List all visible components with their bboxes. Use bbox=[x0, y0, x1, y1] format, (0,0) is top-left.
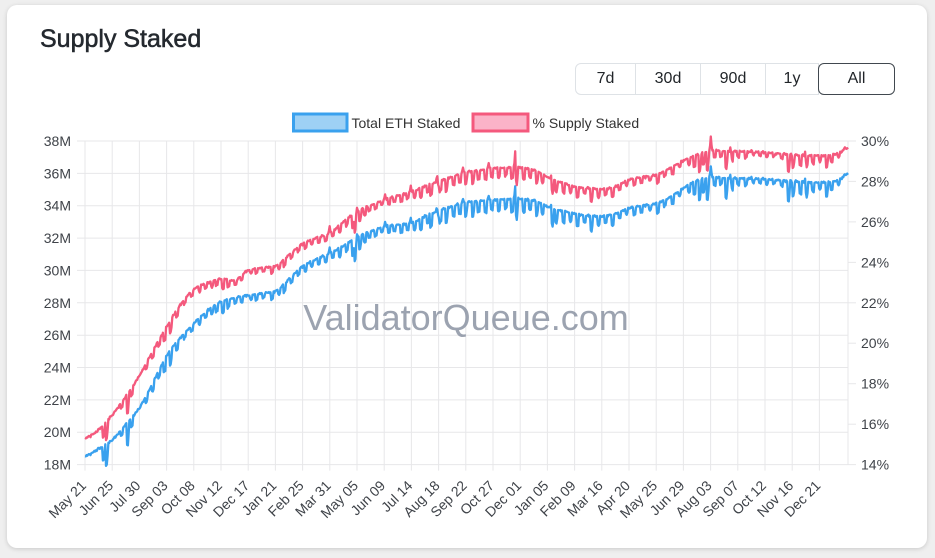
svg-text:28M: 28M bbox=[44, 295, 71, 311]
svg-text:36M: 36M bbox=[44, 165, 71, 181]
svg-text:26M: 26M bbox=[44, 327, 71, 343]
svg-text:ValidatorQueue.com: ValidatorQueue.com bbox=[303, 297, 629, 338]
svg-text:Total ETH Staked: Total ETH Staked bbox=[352, 115, 461, 131]
svg-text:14%: 14% bbox=[861, 457, 889, 473]
svg-text:16%: 16% bbox=[861, 416, 889, 432]
svg-text:22%: 22% bbox=[861, 295, 889, 311]
svg-text:38M: 38M bbox=[44, 133, 71, 149]
svg-text:24%: 24% bbox=[861, 254, 889, 270]
svg-text:32M: 32M bbox=[44, 230, 71, 246]
svg-text:28%: 28% bbox=[861, 173, 889, 189]
svg-text:30M: 30M bbox=[44, 262, 71, 278]
svg-text:24M: 24M bbox=[44, 360, 71, 376]
svg-text:34M: 34M bbox=[44, 198, 71, 214]
svg-text:30%: 30% bbox=[861, 133, 889, 149]
svg-text:22M: 22M bbox=[44, 392, 71, 408]
svg-text:18M: 18M bbox=[44, 457, 71, 473]
svg-text:20%: 20% bbox=[861, 335, 889, 351]
svg-text:26%: 26% bbox=[861, 214, 889, 230]
svg-text:18%: 18% bbox=[861, 376, 889, 392]
svg-text:% Supply Staked: % Supply Staked bbox=[533, 115, 640, 131]
svg-text:20M: 20M bbox=[44, 424, 71, 440]
